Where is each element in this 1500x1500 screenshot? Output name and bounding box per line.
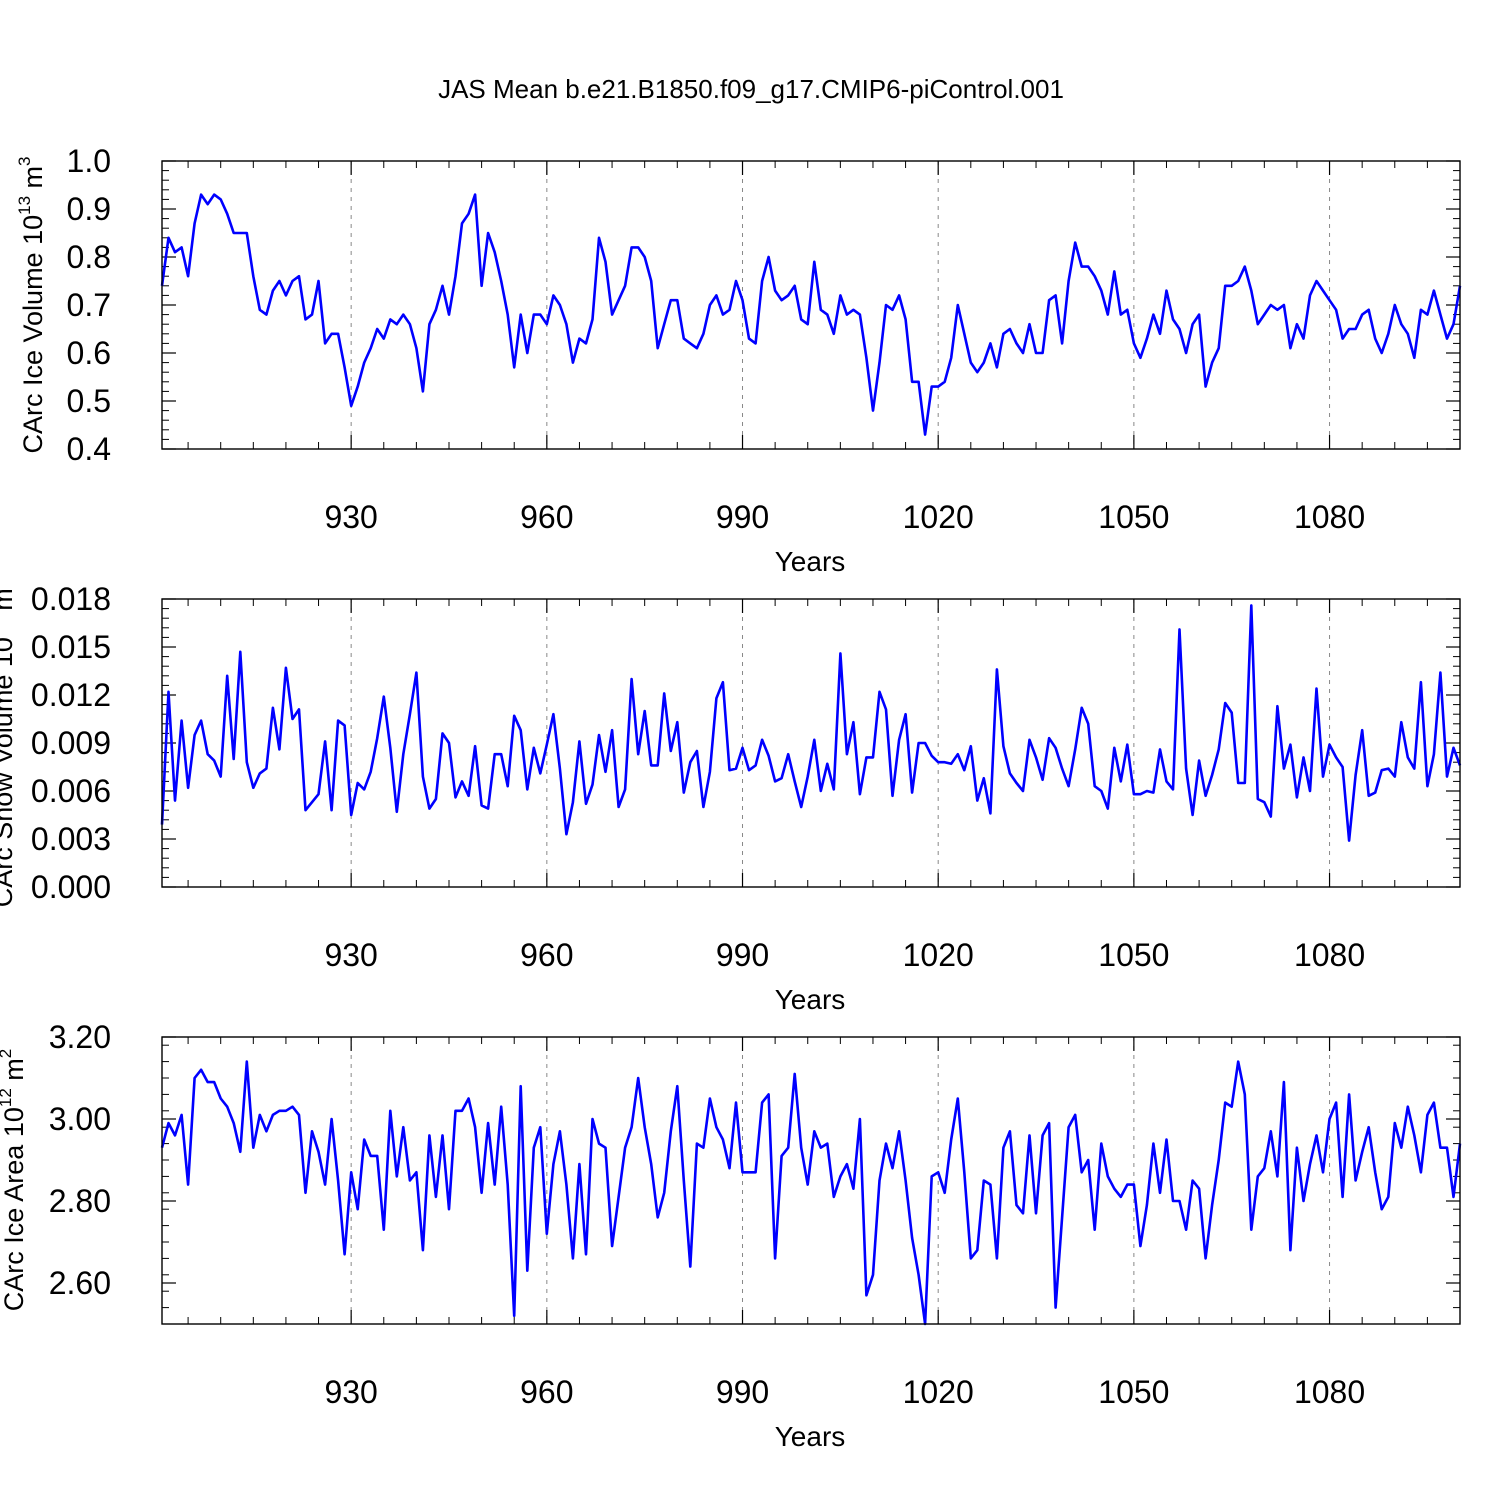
x-tick-label-930: 930 [324, 499, 377, 535]
series-line-2 [160, 604, 1462, 842]
y-tick-label-0.5: 0.5 [67, 383, 111, 419]
y-tick-label-0.6: 0.6 [67, 335, 111, 371]
x-tick-label-960: 960 [520, 499, 573, 535]
y-tick-label-0.009: 0.009 [31, 725, 111, 761]
x-axis-label: Years [775, 984, 846, 1015]
y-tick-label-0.7: 0.7 [67, 287, 111, 323]
panel-1: 930 960 990 1020 1050 1080 0.4 0.5 0.6 0.7 0.8 0.9 1… [15, 143, 1462, 577]
series-line-1 [160, 193, 1462, 436]
x-tick-label-930: 930 [324, 937, 377, 973]
x-tick-label-1050: 1050 [1098, 1374, 1169, 1410]
y-tick-label-0.8: 0.8 [67, 239, 111, 275]
y-tick-label-0.9: 0.9 [67, 191, 111, 227]
y-tick-label-1.0: 1.0 [67, 143, 111, 179]
y-tick-label-0.003: 0.003 [31, 821, 111, 857]
y-tick-label-0.4: 0.4 [67, 431, 111, 467]
x-tick-label-930: 930 [324, 1374, 377, 1410]
y-tick-label-0.018: 0.018 [31, 581, 111, 617]
x-tick-label-960: 960 [520, 1374, 573, 1410]
y-axis-label: CArc Ice Area 1012 m2 [0, 1049, 29, 1312]
x-tick-label-1020: 1020 [903, 499, 974, 535]
x-tick-label-1080: 1080 [1294, 499, 1365, 535]
x-tick-label-1020: 1020 [903, 937, 974, 973]
y-tick-label-3.00: 3.00 [49, 1101, 111, 1137]
x-tick-label-1080: 1080 [1294, 937, 1365, 973]
y-axis-label: CArc Snow Volume 1013 m3 [0, 579, 18, 908]
y-tick-label-2.80: 2.80 [49, 1183, 111, 1219]
y-tick-label-3.20: 3.20 [49, 1019, 111, 1055]
x-tick-label-990: 990 [716, 937, 769, 973]
x-tick-label-1050: 1050 [1098, 937, 1169, 973]
x-tick-label-1020: 1020 [903, 1374, 974, 1410]
plot-frame [161, 160, 1461, 450]
x-tick-label-960: 960 [520, 937, 573, 973]
y-tick-label-0.006: 0.006 [31, 773, 111, 809]
x-tick-label-1080: 1080 [1294, 1374, 1365, 1410]
plot-frame [161, 598, 1461, 888]
x-tick-label-1050: 1050 [1098, 499, 1169, 535]
x-axis-label: Years [775, 1421, 846, 1452]
panel-3: 930 960 990 1020 1050 1080 2.60 2.80 3.00 3.20 Yea… [0, 1019, 1462, 1452]
x-axis-label: Years [775, 546, 846, 577]
x-tick-label-990: 990 [716, 1374, 769, 1410]
series-line-3 [160, 1060, 1462, 1326]
y-tick-label-0.012: 0.012 [31, 677, 111, 713]
chart-title: JAS Mean b.e21.B1850.f09_g17.CMIP6-piCon… [438, 74, 1064, 104]
plot-frame [161, 1036, 1461, 1325]
y-tick-label-0.015: 0.015 [31, 629, 111, 665]
y-tick-label-0.000: 0.000 [31, 869, 111, 905]
y-axis-label: CArc Ice Volume 1013 m3 [15, 156, 48, 453]
panel-2: 930 960 990 1020 1050 1080 0.000 0.003 0.006 0.00… [0, 579, 1462, 1015]
y-tick-label-2.60: 2.60 [49, 1265, 111, 1301]
x-tick-label-990: 990 [716, 499, 769, 535]
